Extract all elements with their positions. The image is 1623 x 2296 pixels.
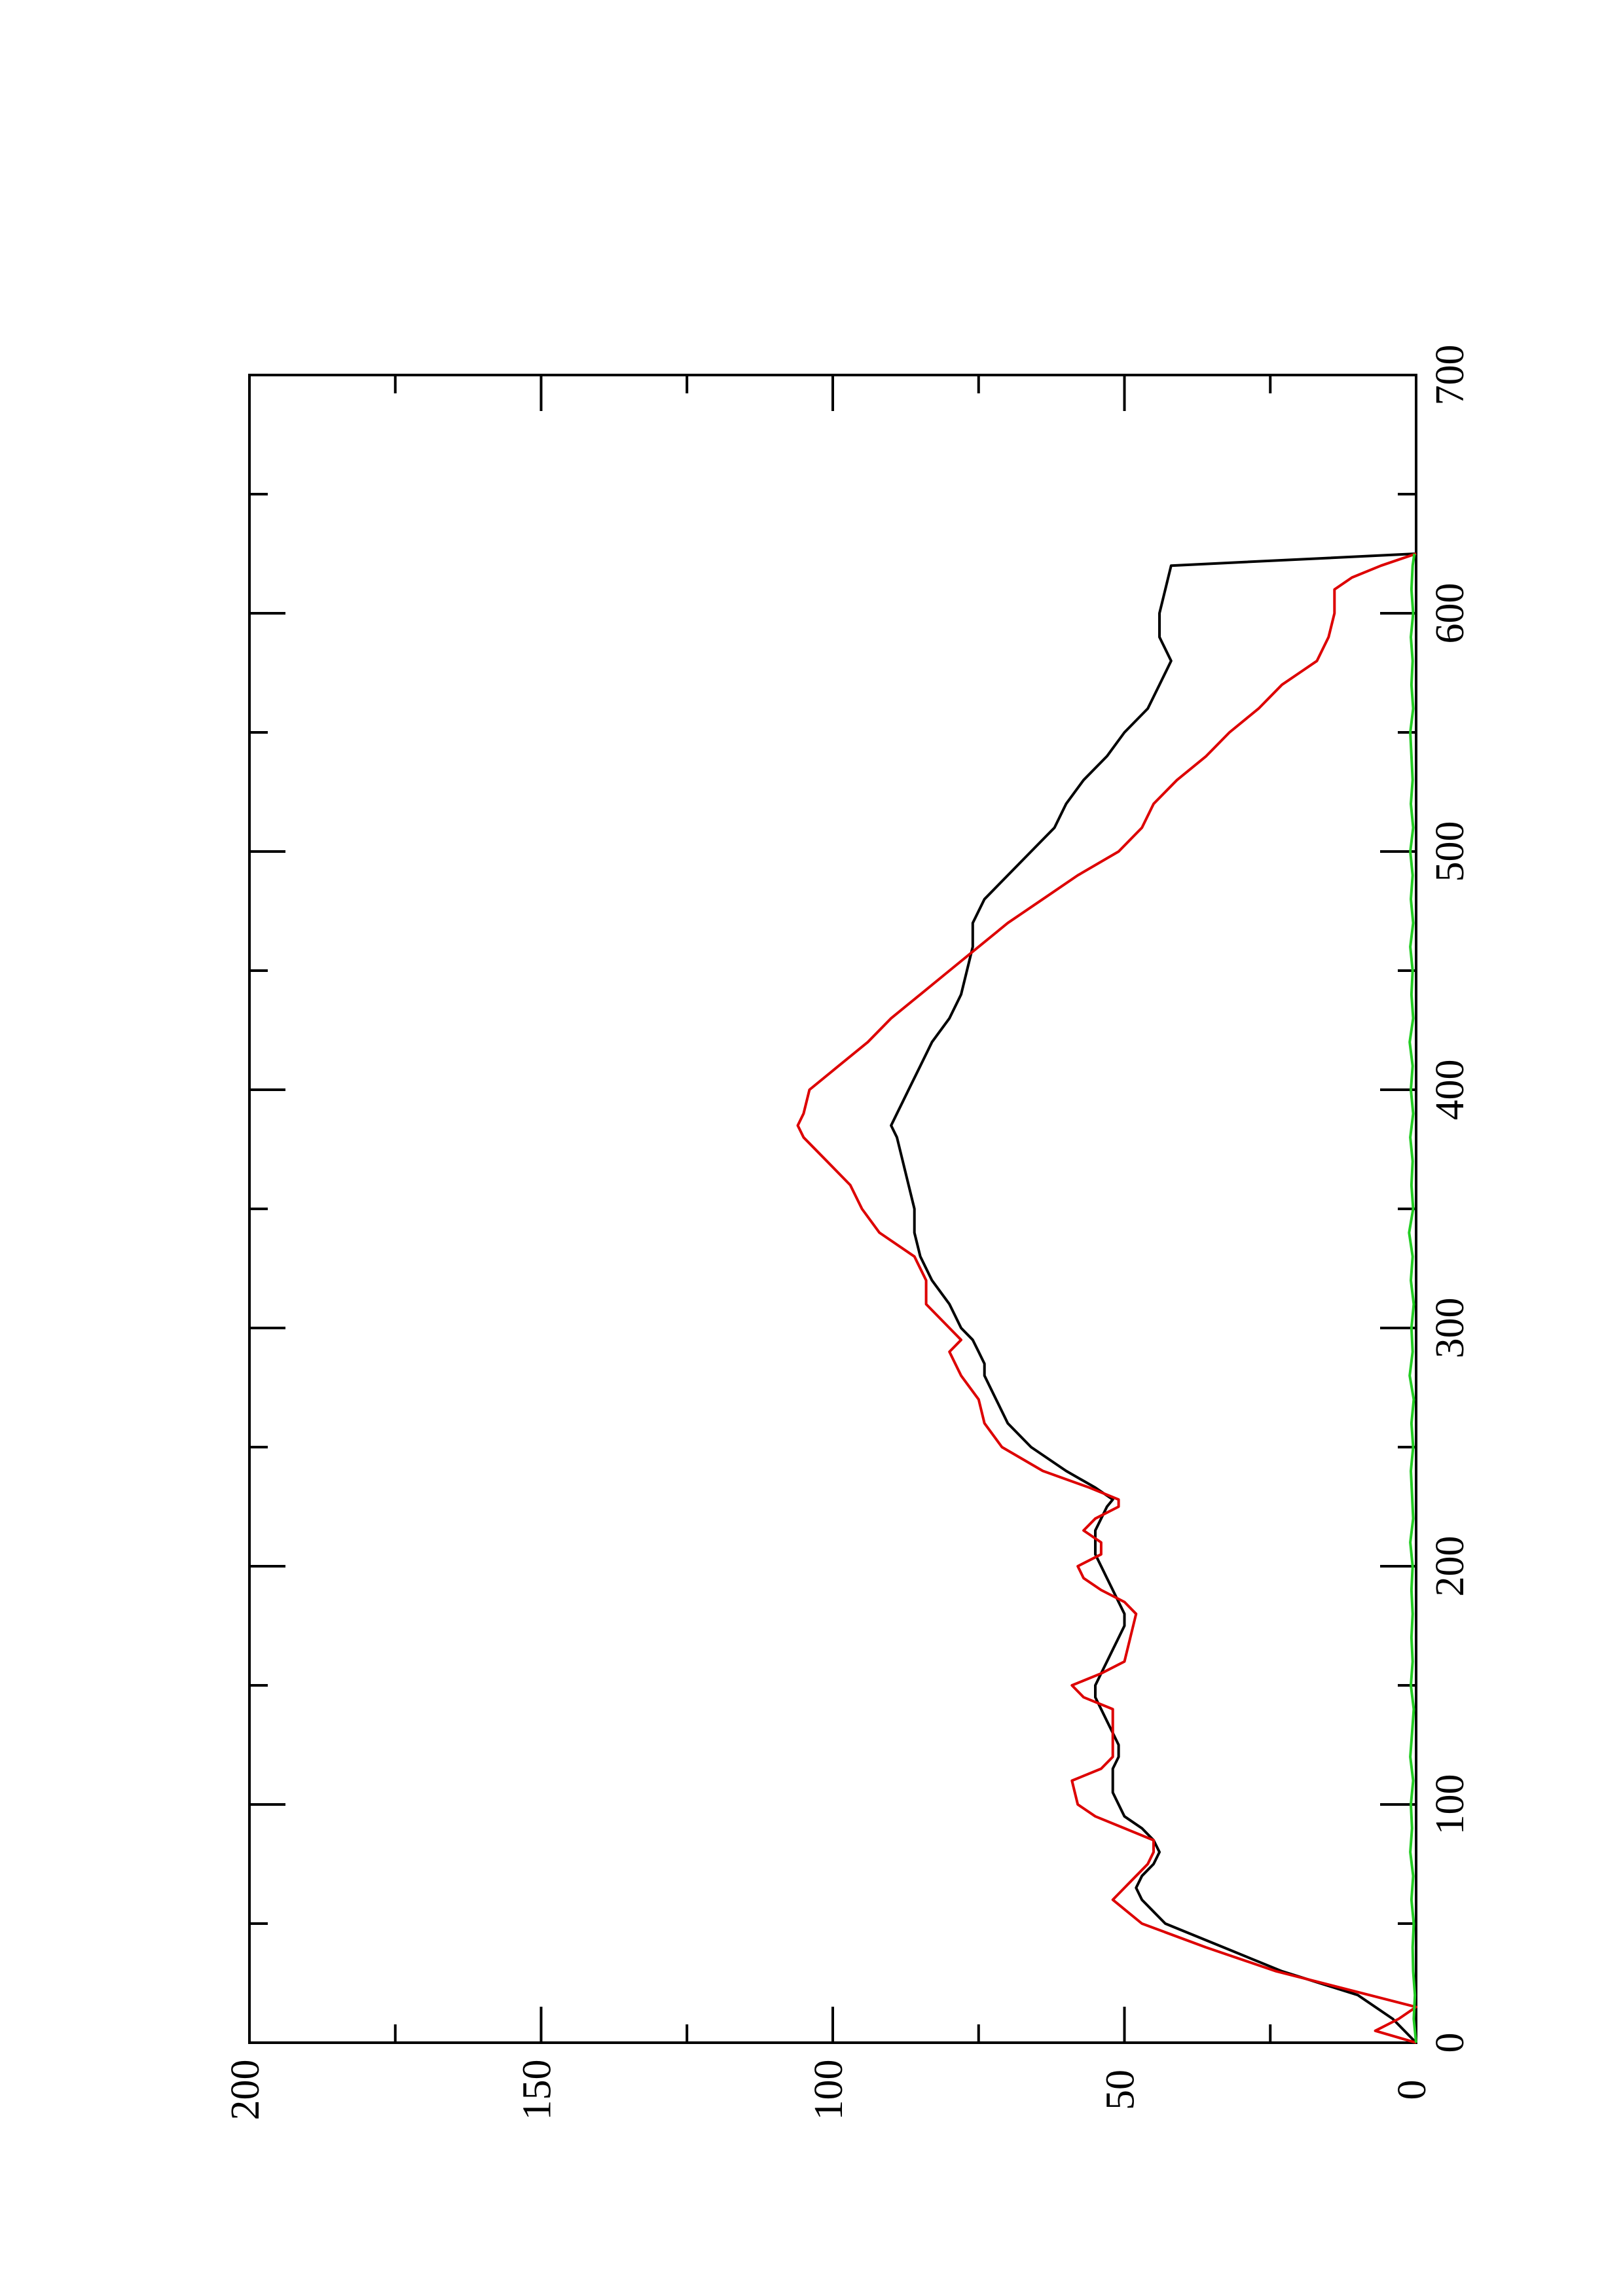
tick-labels: 0 100 200 300 400 500 600 700 0 50 100 150 200 (223, 345, 1472, 2121)
x-tick-label: 600 (1428, 583, 1472, 644)
series-line-3 (1408, 553, 1417, 2043)
y-tick-label: 200 (223, 2060, 268, 2121)
x-tick-label: 200 (1428, 1536, 1472, 1597)
y-tick-label: 50 (1099, 2070, 1143, 2110)
x-tick-label: 400 (1428, 1060, 1472, 1121)
series-line-1 (890, 552, 1417, 2044)
x-tick-label: 300 (1428, 1298, 1472, 1359)
y-tick-label: 0 (1390, 2080, 1434, 2100)
series-line-2 (796, 552, 1417, 2044)
axis-ticks (248, 374, 1417, 2044)
series-layer (796, 552, 1417, 2044)
y-tick-label: 100 (807, 2060, 851, 2121)
x-tick-label: 100 (1428, 1774, 1472, 1835)
x-tick-label: 700 (1428, 345, 1472, 406)
x-tick-label: 0 (1428, 2033, 1472, 2053)
y-tick-label: 150 (515, 2060, 560, 2121)
plot-frame (248, 374, 1417, 2044)
x-tick-label: 500 (1428, 821, 1472, 882)
